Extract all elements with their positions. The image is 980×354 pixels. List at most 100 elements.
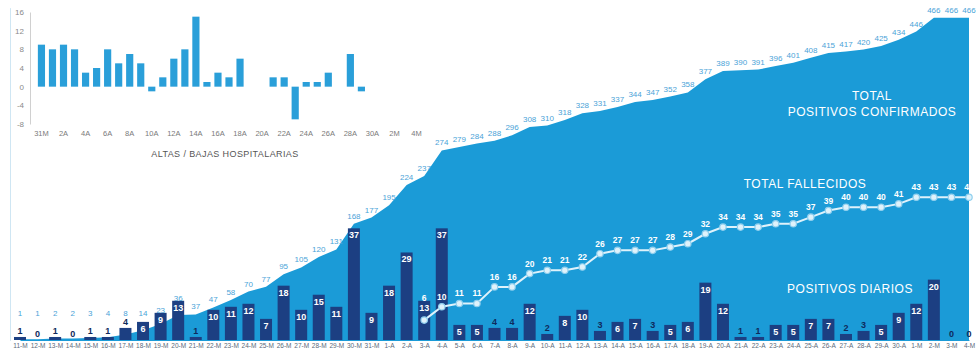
data-label-area: 8: [123, 309, 128, 318]
bar-layer: [14, 228, 940, 340]
plot-marks: [14, 18, 972, 340]
inset-x-tick-label: 20A: [255, 129, 268, 138]
inset-x-tick: 6A: [103, 129, 112, 138]
data-label-bar: 1: [53, 326, 58, 336]
data-label-area: 347: [646, 88, 660, 97]
x-tick: 8-A: [508, 342, 519, 349]
inset-bar: [281, 77, 288, 86]
x-tick: 27-M: [294, 342, 309, 349]
x-tick: 16-A: [646, 342, 660, 349]
inset-bar: [192, 17, 199, 87]
data-label-bar: 0: [949, 329, 954, 339]
data-label-area: 95: [279, 262, 288, 271]
bar: [278, 286, 290, 340]
y-axis-line: [10, 9, 11, 341]
inset-bar: [126, 54, 133, 87]
data-label-area: 308: [523, 115, 537, 124]
bar: [242, 304, 254, 340]
bar: [945, 340, 957, 341]
x-tick-label: 22-A: [752, 342, 766, 349]
inset-y-tick: -8: [17, 120, 30, 129]
bar: [559, 316, 571, 340]
x-tick-label: 2-M: [929, 342, 940, 349]
data-label-area: 425: [874, 34, 888, 43]
bar: [647, 331, 659, 340]
area-total: [20, 18, 969, 340]
line-marker: [790, 221, 796, 227]
data-label-area: 177: [365, 206, 379, 215]
data-label-bar: 10: [208, 312, 218, 322]
x-tick-label: 29-A: [875, 342, 889, 349]
inset-x-tick-label: 12A: [167, 129, 180, 138]
bar: [172, 301, 184, 340]
x-tick-label: 14-M: [66, 342, 81, 349]
bar: [418, 301, 430, 340]
data-label-area: 47: [209, 295, 218, 304]
data-label-bar: 1: [738, 326, 743, 336]
x-tick: 20-A: [717, 342, 731, 349]
data-label-line: 10: [437, 292, 447, 302]
x-tick: 3-M: [946, 342, 957, 349]
line-marker: [966, 194, 972, 200]
x-tick-label: 13-M: [48, 342, 63, 349]
bar: [436, 228, 448, 340]
bar: [752, 337, 764, 340]
data-label-bar: 0: [35, 329, 40, 339]
data-label-line: 21: [560, 255, 570, 265]
inset-bar: [270, 77, 277, 86]
x-tick-label: 11-A: [559, 342, 573, 349]
x-tick-label: 4-M: [964, 342, 975, 349]
x-tick-label: 19-A: [699, 342, 713, 349]
data-label-line: 34: [753, 212, 763, 222]
chart-title-line: POSITIVOS CONFIRMADOS: [788, 105, 957, 119]
line-marker: [772, 221, 778, 227]
line-marker: [562, 267, 568, 273]
bar: [14, 337, 26, 340]
inset-y-tick: 4: [20, 64, 30, 73]
inset-bar: [104, 49, 111, 86]
data-label-line: 29: [683, 229, 693, 239]
data-label-bar: 4: [123, 317, 128, 327]
line-marker: [632, 247, 638, 253]
line-marker: [474, 300, 480, 306]
data-label-bar: 3: [650, 320, 655, 330]
inset-y-tick: -4: [17, 101, 30, 110]
inset-x-tick: 8A: [125, 129, 134, 138]
x-tick-label: 26-M: [277, 342, 292, 349]
inset-x-tick-label: 26A: [322, 129, 335, 138]
x-tick: 15-A: [629, 342, 643, 349]
x-tick: 4-A: [437, 342, 448, 349]
inset-bars: [38, 17, 365, 120]
chart-title-line: TOTAL FALLECIDOS: [744, 177, 866, 191]
inset-x-tick-label: 4A: [81, 129, 90, 138]
x-tick: 25-A: [804, 342, 818, 349]
data-label-bar: 12: [525, 306, 535, 316]
bar: [699, 283, 711, 340]
x-tick: 22-A: [752, 342, 766, 349]
chart-container: TOTALPOSITIVOS CONFIRMADOSTOTAL FALLECID…: [0, 0, 980, 354]
inset-y-tick-label: 4: [20, 64, 25, 73]
x-tick-label: 7-A: [490, 342, 501, 349]
text-layer: TOTALPOSITIVOS CONFIRMADOSTOTAL FALLECID…: [17, 6, 976, 339]
inset-bar: [303, 82, 310, 87]
bar: [155, 313, 167, 340]
bar: [84, 337, 96, 340]
x-tick: 21-M: [189, 342, 204, 349]
data-label-bar: 9: [896, 315, 901, 325]
bar: [32, 340, 44, 341]
x-tick: 25-M: [259, 342, 274, 349]
x-tick-label: 3-M: [946, 342, 957, 349]
x-tick: 20-M: [171, 342, 186, 349]
data-label-area: 195: [382, 193, 396, 202]
x-tick-label: 27-M: [294, 342, 309, 349]
data-label-line: 28: [666, 232, 676, 242]
data-label-area: 36: [174, 294, 183, 303]
bar: [629, 319, 641, 340]
line-marker: [720, 224, 726, 230]
x-tick-label: 1-A: [384, 342, 395, 349]
x-tick: 21-A: [734, 342, 748, 349]
data-label-bar: 7: [826, 321, 831, 331]
inset-bar: [325, 73, 332, 87]
line-marker: [913, 194, 919, 200]
inset-chart: -8-4048121631M2A4A6A8A10A12A14A16A18A20A…: [15, 8, 422, 159]
